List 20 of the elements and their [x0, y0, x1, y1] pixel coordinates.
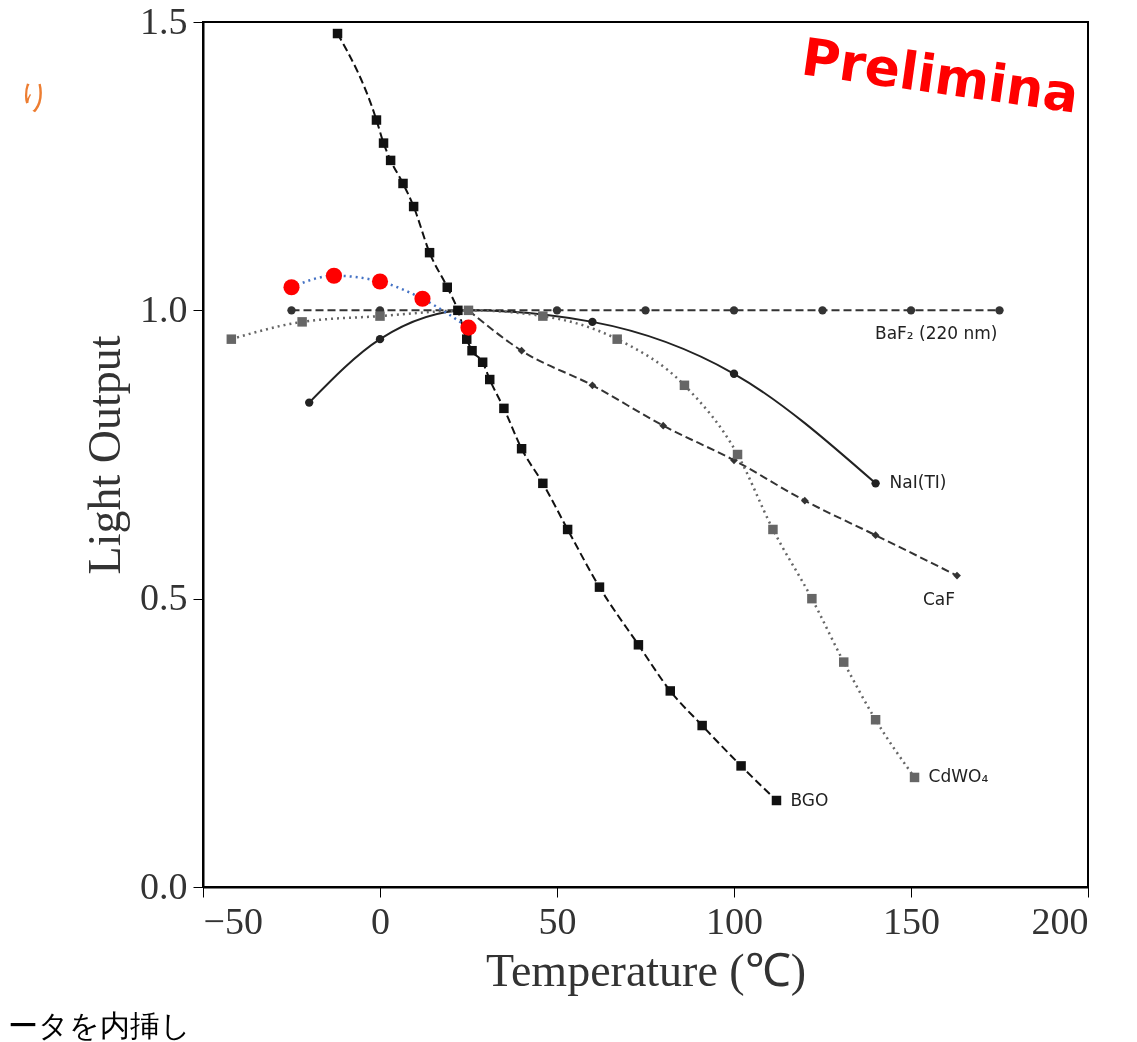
series-label: BaF₂ (220 nm): [874, 323, 998, 344]
y-tick-label: 1.0: [140, 287, 188, 330]
y-tick-label: 0.0: [140, 864, 188, 907]
text: ータを内挿し: [8, 1008, 191, 1042]
y-tick-label: 0.5: [140, 576, 188, 619]
x-tick-label: −50: [203, 899, 263, 942]
x-tick-label: 100: [706, 899, 763, 942]
x-axis-title: Temperature (℃): [486, 944, 806, 996]
text: り: [18, 77, 51, 115]
annotation: Prelimina: [798, 26, 1083, 125]
series-label: BGO: [790, 789, 829, 810]
series-label: CaF: [922, 588, 956, 609]
y-axis-title: Light Output: [79, 335, 130, 575]
series-label: CdWO₄: [928, 766, 989, 787]
x-tick-label: 50: [538, 899, 577, 942]
x-tick-label: 0: [371, 899, 390, 942]
y-tick-label: 1.5: [140, 0, 188, 42]
series-label: NaI(TI): [889, 472, 947, 493]
x-tick-label: 200: [1031, 899, 1089, 942]
x-tick-label: 150: [883, 899, 940, 942]
